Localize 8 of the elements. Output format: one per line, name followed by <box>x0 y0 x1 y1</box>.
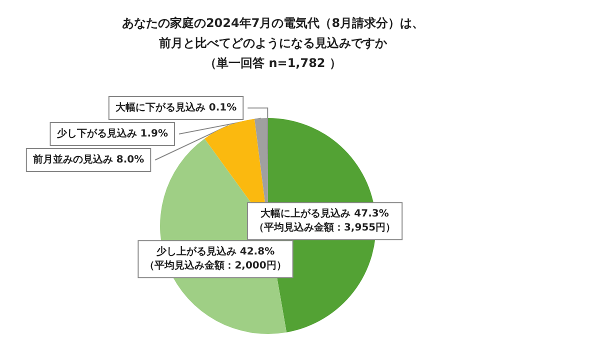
slice-label: 前月並みの見込み 8.0% <box>32 154 144 166</box>
slice-label: 大幅に下がる見込み 0.1% <box>114 102 237 114</box>
chart-title: あなたの家庭の2024年7月の電気代（8月請求分）は、 <box>122 16 424 30</box>
text: （単一回答 n=1,782 ） <box>204 56 342 70</box>
slice-label: 少し下がる見込み 1.9% <box>56 128 168 140</box>
chart-subtitle: 前月と比べてどのようになる見込みですか <box>158 36 388 50</box>
slice-label: 少し上がる見込み 42.8% （平均見込み金額：2,000円） <box>144 246 286 272</box>
slice-label: 大幅に上がる見込み 47.3% （平均見込み金額：3,955円） <box>254 208 396 234</box>
